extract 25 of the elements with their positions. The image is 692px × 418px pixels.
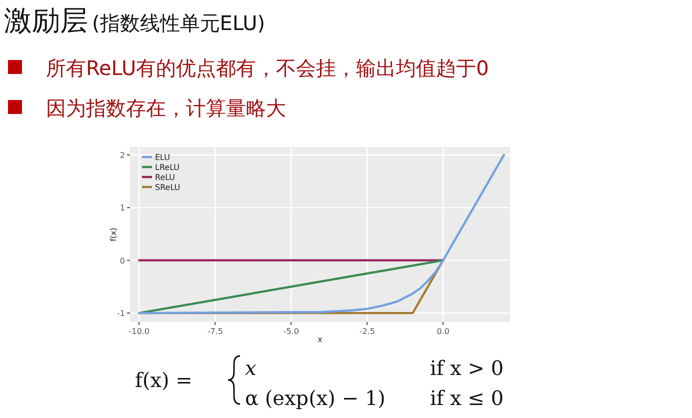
- line-series: [138, 154, 506, 314]
- legend-label: LReLU: [155, 163, 180, 172]
- legend-label: SReLU: [155, 183, 180, 192]
- legend-label: ReLU: [155, 173, 176, 182]
- x-tick-label: -2.5: [359, 327, 375, 336]
- y-tick-label: -1: [117, 309, 125, 318]
- x-tick-label: -7.5: [207, 327, 223, 336]
- text: x: [245, 356, 256, 380]
- chart-subtitle: (指数线性单元ELU): [92, 11, 266, 35]
- y-axis-title: f(x): [109, 228, 118, 242]
- text: 所有ReLU有的优点都有，不会挂，输出均值趋于0: [46, 56, 489, 80]
- text: 因为指数存在，计算量略大: [46, 96, 286, 120]
- x-tick-label: -5.0: [283, 327, 299, 336]
- text: α (exp(x) − 1): [245, 386, 386, 410]
- y-tick-label: 1: [120, 204, 125, 213]
- text: if x ≤ 0: [430, 386, 504, 410]
- chart-title: 激励层: [4, 4, 88, 37]
- x-tick-label: 0.0: [436, 327, 450, 336]
- text: f(x) =: [135, 368, 192, 392]
- legend-label: ELU: [155, 153, 170, 162]
- x-axis-title: x: [318, 335, 323, 344]
- x-tick-label: -10.0: [128, 327, 150, 336]
- text: if x > 0: [430, 356, 504, 380]
- y-tick-label: 2: [120, 150, 125, 160]
- y-tick-label: 0: [120, 256, 125, 266]
